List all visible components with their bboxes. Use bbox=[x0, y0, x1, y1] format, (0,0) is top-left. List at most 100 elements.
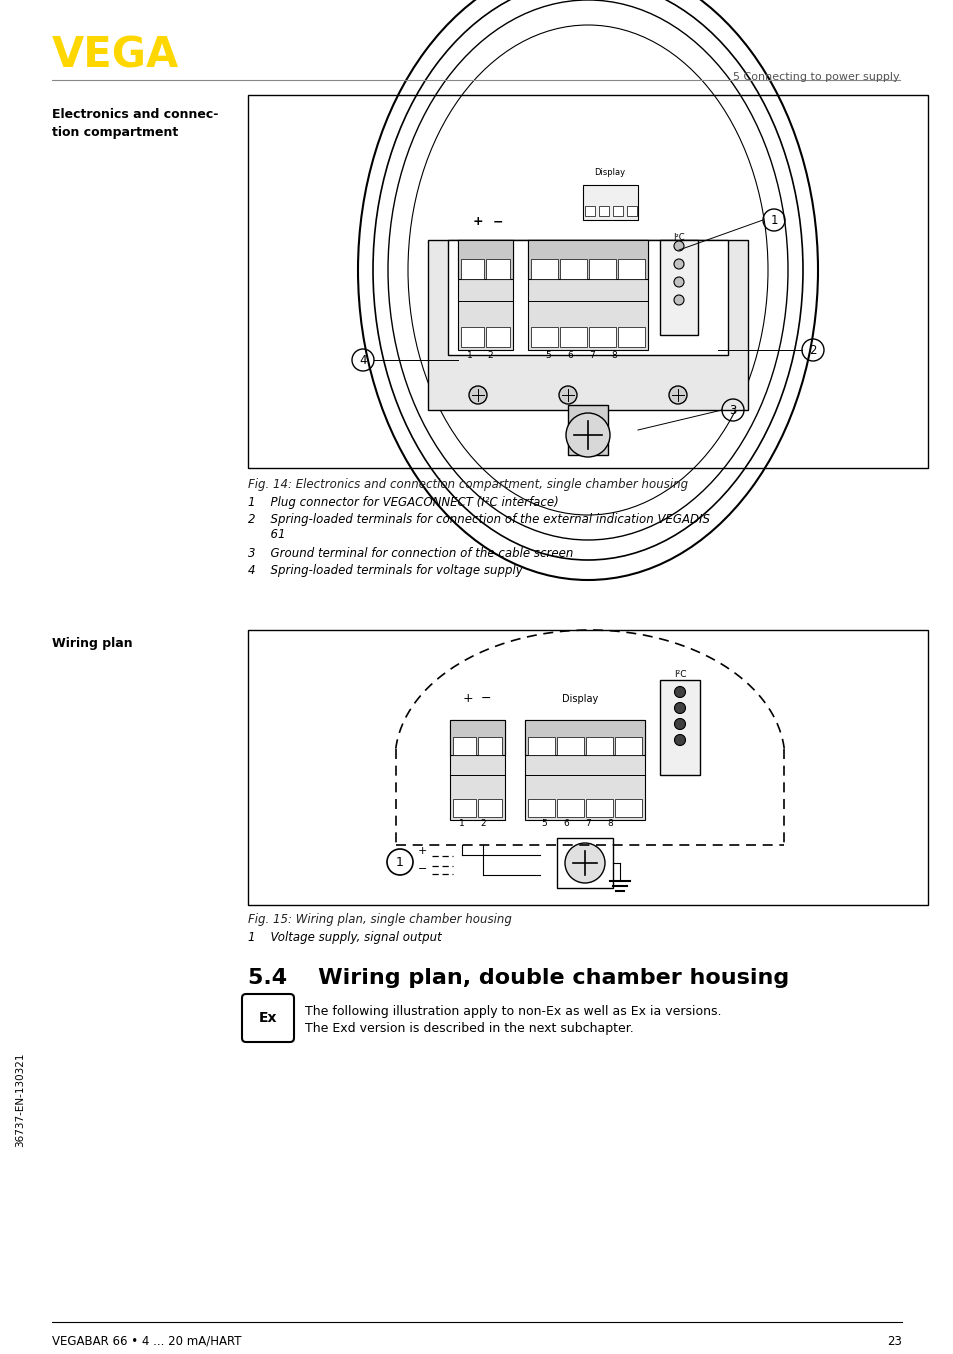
Text: 1: 1 bbox=[467, 351, 473, 360]
Text: 2    Spring-loaded terminals for connection of the external indication VEGADIS
 : 2 Spring-loaded terminals for connection… bbox=[248, 513, 709, 542]
Circle shape bbox=[674, 734, 685, 746]
Text: 36737-EN-130321: 36737-EN-130321 bbox=[15, 1053, 25, 1147]
Bar bbox=[486, 328, 510, 347]
Bar bbox=[559, 328, 586, 347]
Text: +: + bbox=[462, 692, 473, 705]
Bar bbox=[453, 799, 476, 816]
Bar bbox=[524, 720, 644, 756]
Text: Ex: Ex bbox=[258, 1011, 277, 1025]
Text: 8: 8 bbox=[606, 819, 612, 829]
Bar bbox=[659, 680, 700, 774]
Circle shape bbox=[673, 259, 683, 269]
Text: −: − bbox=[417, 864, 427, 873]
Bar bbox=[486, 259, 510, 279]
Bar bbox=[531, 259, 558, 279]
Circle shape bbox=[674, 686, 685, 697]
Text: 1    Voltage supply, signal output: 1 Voltage supply, signal output bbox=[248, 932, 441, 944]
Text: +: + bbox=[417, 846, 427, 856]
Text: 1: 1 bbox=[769, 214, 777, 226]
Bar bbox=[557, 838, 613, 888]
Text: 5: 5 bbox=[540, 819, 546, 829]
Bar bbox=[567, 405, 607, 455]
Bar bbox=[615, 737, 641, 756]
Bar bbox=[659, 240, 698, 334]
Text: 7: 7 bbox=[584, 819, 590, 829]
Bar bbox=[588, 259, 616, 279]
Bar bbox=[457, 240, 513, 279]
Bar bbox=[450, 720, 504, 756]
Text: Electronics and connec-
tion compartment: Electronics and connec- tion compartment bbox=[52, 108, 218, 139]
Text: +: + bbox=[472, 215, 483, 227]
Text: −: − bbox=[493, 215, 503, 227]
Text: Fig. 15: Wiring plan, single chamber housing: Fig. 15: Wiring plan, single chamber hou… bbox=[248, 913, 512, 926]
Bar bbox=[478, 737, 501, 756]
Bar bbox=[585, 737, 613, 756]
Circle shape bbox=[564, 844, 604, 883]
Bar bbox=[585, 799, 613, 816]
Bar bbox=[460, 328, 484, 347]
Circle shape bbox=[469, 386, 486, 403]
Text: 3    Ground terminal for connection of the cable screen: 3 Ground terminal for connection of the … bbox=[248, 547, 573, 561]
Bar bbox=[527, 737, 555, 756]
Text: 5.4    Wiring plan, double chamber housing: 5.4 Wiring plan, double chamber housing bbox=[248, 968, 788, 988]
Bar bbox=[460, 259, 484, 279]
Circle shape bbox=[673, 241, 683, 250]
Circle shape bbox=[674, 703, 685, 714]
Text: 6: 6 bbox=[562, 819, 568, 829]
Text: Wiring plan: Wiring plan bbox=[52, 636, 132, 650]
Bar bbox=[615, 799, 641, 816]
Text: 5 Connecting to power supply: 5 Connecting to power supply bbox=[733, 72, 899, 83]
Bar bbox=[618, 259, 644, 279]
Circle shape bbox=[668, 386, 686, 403]
Text: The Exd version is described in the next subchapter.: The Exd version is described in the next… bbox=[305, 1022, 633, 1034]
Text: 1: 1 bbox=[395, 856, 403, 868]
Bar bbox=[524, 720, 644, 821]
Text: 2: 2 bbox=[808, 344, 816, 356]
Text: 4    Spring-loaded terminals for voltage supply: 4 Spring-loaded terminals for voltage su… bbox=[248, 565, 522, 577]
Text: 5: 5 bbox=[544, 351, 550, 360]
Bar bbox=[248, 630, 927, 904]
Bar bbox=[531, 328, 558, 347]
Bar bbox=[618, 328, 644, 347]
Circle shape bbox=[673, 278, 683, 287]
Text: Display: Display bbox=[594, 168, 625, 177]
Text: 3: 3 bbox=[728, 403, 736, 417]
Bar bbox=[613, 206, 622, 217]
Text: Fig. 14: Electronics and connection compartment, single chamber housing: Fig. 14: Electronics and connection comp… bbox=[248, 478, 687, 492]
Text: Display: Display bbox=[561, 695, 598, 704]
Bar bbox=[453, 737, 476, 756]
Bar bbox=[450, 720, 504, 821]
Circle shape bbox=[558, 386, 577, 403]
Text: 4: 4 bbox=[359, 353, 366, 367]
Text: 8: 8 bbox=[611, 351, 617, 360]
Text: 1: 1 bbox=[458, 819, 464, 829]
Text: 6: 6 bbox=[566, 351, 572, 360]
Text: The following illustration apply to non-Ex as well as Ex ia versions.: The following illustration apply to non-… bbox=[305, 1005, 720, 1018]
Bar bbox=[559, 259, 586, 279]
Text: 1    Plug connector for VEGACONNECT (I²C interface): 1 Plug connector for VEGACONNECT (I²C in… bbox=[248, 496, 558, 509]
Bar bbox=[584, 206, 595, 217]
Bar bbox=[448, 240, 727, 355]
Bar bbox=[582, 185, 638, 219]
Bar bbox=[457, 240, 513, 349]
FancyBboxPatch shape bbox=[242, 994, 294, 1043]
Bar bbox=[248, 95, 927, 468]
Circle shape bbox=[674, 719, 685, 730]
Text: 7: 7 bbox=[589, 351, 595, 360]
Text: VEGABAR 66 • 4 ... 20 mA/HART: VEGABAR 66 • 4 ... 20 mA/HART bbox=[52, 1335, 241, 1349]
Text: 2: 2 bbox=[487, 351, 493, 360]
Bar bbox=[478, 799, 501, 816]
Bar bbox=[527, 240, 647, 279]
Text: 23: 23 bbox=[886, 1335, 901, 1349]
Circle shape bbox=[565, 413, 609, 458]
Circle shape bbox=[673, 295, 683, 305]
Bar bbox=[557, 799, 583, 816]
Bar bbox=[527, 240, 647, 349]
Text: 2: 2 bbox=[479, 819, 485, 829]
Bar bbox=[557, 737, 583, 756]
Bar bbox=[527, 799, 555, 816]
Bar bbox=[598, 206, 608, 217]
Text: I²C: I²C bbox=[673, 670, 685, 678]
Bar bbox=[428, 240, 747, 410]
Text: −: − bbox=[480, 692, 491, 705]
